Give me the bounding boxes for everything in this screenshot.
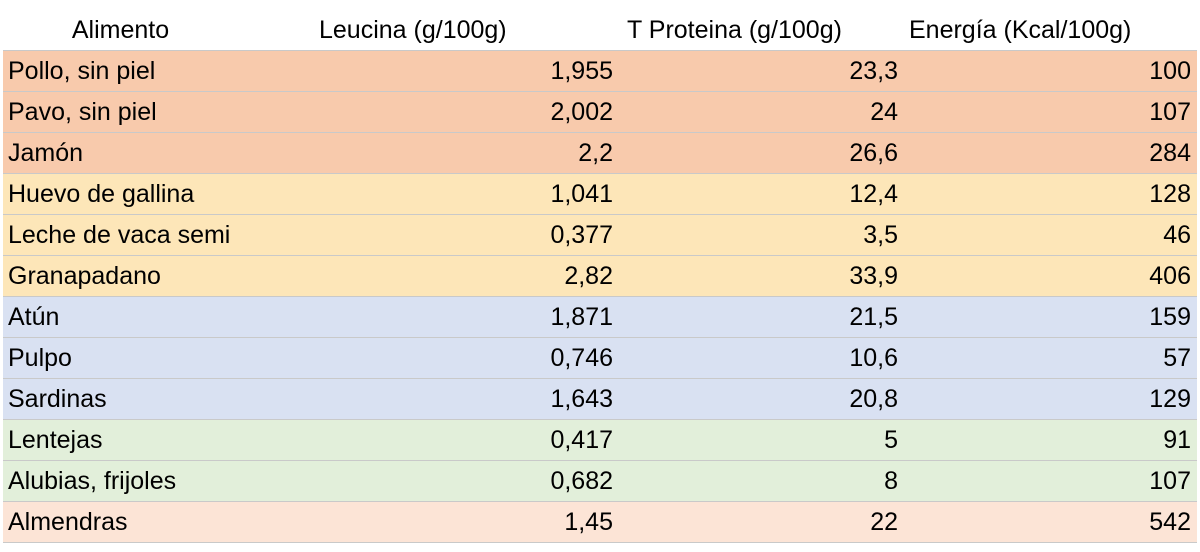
cell-energy: 57 (904, 337, 1197, 379)
table-row: Sardinas 1,643 20,8 129 (3, 378, 1197, 420)
table-row: Lentejas 0,417 5 91 (3, 419, 1197, 461)
cell-leucine: 2,2 (239, 132, 619, 174)
cell-energy: 129 (904, 378, 1197, 420)
cell-leucine: 2,002 (239, 91, 619, 133)
table-row: Atún 1,871 21,5 159 (3, 296, 1197, 338)
cell-food: Almendras (3, 501, 239, 543)
cell-leucine: 0,417 (239, 419, 619, 461)
cell-food: Leche de vaca semi (3, 214, 239, 256)
header-leucine: Leucina (g/100g) (239, 10, 619, 51)
cell-protein: 22 (619, 501, 904, 543)
cell-protein: 8 (619, 460, 904, 502)
table-row: Pulpo 0,746 10,6 57 (3, 337, 1197, 379)
cell-food: Pollo, sin piel (3, 50, 239, 92)
cell-energy: 542 (904, 501, 1197, 543)
cell-protein: 20,8 (619, 378, 904, 420)
header-protein: T Proteina (g/100g) (619, 10, 904, 51)
cell-protein: 24 (619, 91, 904, 133)
cell-food: Atún (3, 296, 239, 338)
cell-energy: 100 (904, 50, 1197, 92)
cell-leucine: 1,643 (239, 378, 619, 420)
cell-food: Sardinas (3, 378, 239, 420)
cell-protein: 12,4 (619, 173, 904, 215)
cell-leucine: 0,682 (239, 460, 619, 502)
cell-food: Huevo de gallina (3, 173, 239, 215)
table-row: Alubias, frijoles 0,682 8 107 (3, 460, 1197, 502)
cell-protein: 10,6 (619, 337, 904, 379)
table-row: Jamón 2,2 26,6 284 (3, 132, 1197, 174)
header-row: Alimento Leucina (g/100g) T Proteina (g/… (3, 10, 1197, 51)
table-row: Leche de vaca semi 0,377 3,5 46 (3, 214, 1197, 256)
nutrition-table: Alimento Leucina (g/100g) T Proteina (g/… (3, 10, 1197, 543)
cell-energy: 406 (904, 255, 1197, 297)
cell-food: Granapadano (3, 255, 239, 297)
cell-energy: 107 (904, 91, 1197, 133)
header-food: Alimento (3, 10, 239, 51)
cell-leucine: 0,377 (239, 214, 619, 256)
cell-food: Alubias, frijoles (3, 460, 239, 502)
cell-leucine: 1,955 (239, 50, 619, 92)
cell-food: Jamón (3, 132, 239, 174)
cell-protein: 23,3 (619, 50, 904, 92)
cell-leucine: 0,746 (239, 337, 619, 379)
cell-protein: 26,6 (619, 132, 904, 174)
cell-energy: 128 (904, 173, 1197, 215)
cell-protein: 33,9 (619, 255, 904, 297)
cell-energy: 107 (904, 460, 1197, 502)
cell-energy: 159 (904, 296, 1197, 338)
cell-energy: 46 (904, 214, 1197, 256)
cell-food: Pavo, sin piel (3, 91, 239, 133)
table-row: Pavo, sin piel 2,002 24 107 (3, 91, 1197, 133)
table-row: Almendras 1,45 22 542 (3, 501, 1197, 543)
cell-food: Pulpo (3, 337, 239, 379)
cell-leucine: 1,45 (239, 501, 619, 543)
cell-energy: 91 (904, 419, 1197, 461)
table-row: Huevo de gallina 1,041 12,4 128 (3, 173, 1197, 215)
cell-protein: 21,5 (619, 296, 904, 338)
cell-protein: 5 (619, 419, 904, 461)
cell-protein: 3,5 (619, 214, 904, 256)
cell-food: Lentejas (3, 419, 239, 461)
cell-leucine: 1,041 (239, 173, 619, 215)
cell-energy: 284 (904, 132, 1197, 174)
cell-leucine: 1,871 (239, 296, 619, 338)
header-energy: Energía (Kcal/100g) (904, 10, 1197, 51)
cell-leucine: 2,82 (239, 255, 619, 297)
table-row: Pollo, sin piel 1,955 23,3 100 (3, 50, 1197, 92)
table-row: Granapadano 2,82 33,9 406 (3, 255, 1197, 297)
